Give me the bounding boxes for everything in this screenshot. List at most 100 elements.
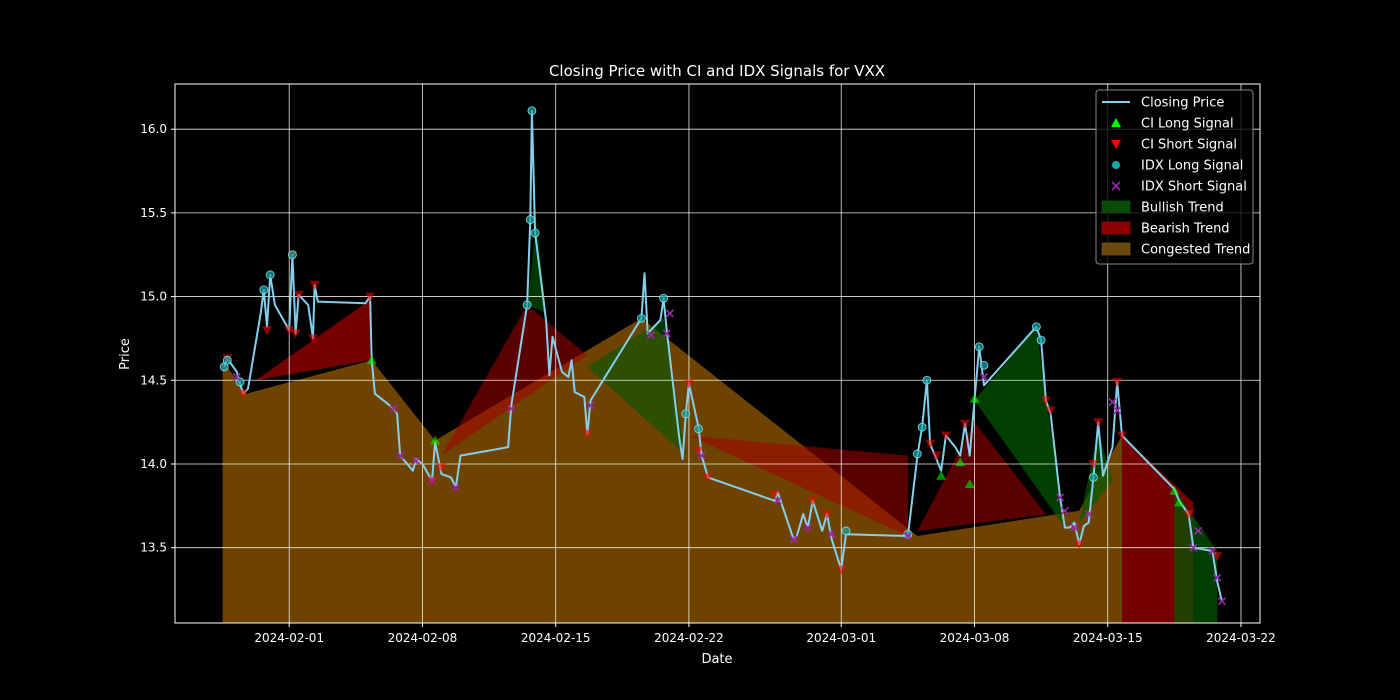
- ci-short-marker: [308, 334, 319, 344]
- idx-short-marker: [1213, 573, 1222, 582]
- ci-short-marker: [1074, 540, 1085, 550]
- ci-short-marker: [769, 490, 780, 500]
- idx-short-marker: [979, 372, 989, 382]
- ci-short-marker: [821, 510, 832, 520]
- ci-short-marker: [931, 451, 942, 461]
- ci-short-marker: [1183, 510, 1194, 520]
- legend-swatch: [1101, 242, 1131, 256]
- idx-short-marker: [396, 451, 405, 460]
- ci-short-marker: [702, 473, 713, 483]
- ci-short-marker: [582, 429, 593, 439]
- idx-long-marker: [659, 293, 668, 303]
- ci-short-marker: [262, 326, 273, 336]
- idx-long-marker: [979, 360, 989, 370]
- y-tick-label: 14.0: [140, 457, 167, 471]
- x-tick-label: 2024-02-15: [521, 631, 591, 645]
- legend-swatch: [1101, 200, 1131, 214]
- ci-short-marker: [293, 290, 304, 300]
- ci-long-marker: [964, 479, 975, 489]
- idx-short-marker: [232, 372, 241, 382]
- trend-region-bullish-trend-8: [974, 326, 1065, 528]
- idx-long-marker: [525, 215, 535, 224]
- idx-short-marker: [1056, 493, 1065, 502]
- ci-short-marker: [1088, 459, 1099, 469]
- idx-short-marker: [1208, 546, 1217, 556]
- idx-long-marker: [1031, 322, 1041, 332]
- idx-short-marker: [789, 535, 798, 544]
- ci-short-marker: [238, 389, 249, 399]
- x-tick-label: 2024-02-01: [254, 631, 324, 645]
- idx-short-marker: [1217, 597, 1226, 606]
- series-layer: [219, 106, 1226, 606]
- idx-short-marker: [1084, 510, 1093, 519]
- idx-short-marker: [803, 523, 812, 532]
- ci-long-marker: [1174, 497, 1185, 507]
- legend-label: Bearish Trend: [1141, 222, 1230, 237]
- idx-short-marker: [1189, 543, 1198, 552]
- idx-long-marker: [974, 342, 984, 352]
- idx-short-marker: [827, 530, 836, 539]
- idx-long-marker: [636, 313, 646, 323]
- legend-swatch: [1111, 118, 1121, 127]
- ci-short-marker: [1116, 431, 1127, 441]
- legend-item: Bearish Trend: [1101, 221, 1230, 237]
- idx-long-marker: [265, 270, 275, 280]
- idx-short-marker: [412, 456, 421, 465]
- idx-short-marker: [697, 451, 706, 460]
- legend-label: IDX Short Signal: [1141, 180, 1247, 195]
- legend-item: IDX Short Signal: [1111, 180, 1247, 195]
- ci-long-marker: [969, 393, 980, 403]
- idx-long-marker: [912, 449, 922, 459]
- y-tick-label: 15.5: [140, 206, 167, 220]
- legend-box: [1095, 89, 1254, 265]
- ci-short-marker: [836, 565, 847, 575]
- idx-short-marker: [427, 476, 437, 485]
- idx-long-marker: [694, 424, 703, 434]
- ci-short-marker: [365, 292, 376, 302]
- legend-label: CI Short Signal: [1141, 138, 1237, 153]
- ci-short-marker: [959, 419, 970, 429]
- idx-long-marker: [1036, 335, 1046, 345]
- idx-long-marker: [922, 375, 932, 385]
- y-tick-label: 15.0: [140, 290, 167, 304]
- idx-long-marker: [681, 409, 691, 419]
- ci-short-marker: [290, 329, 301, 339]
- legend-label: Bullish Trend: [1141, 201, 1224, 216]
- idx-long-marker: [235, 377, 245, 387]
- idx-short-marker: [1060, 506, 1069, 515]
- ci-short-marker: [284, 326, 295, 336]
- ci-short-marker: [925, 439, 936, 449]
- grid-layer: [175, 84, 1260, 623]
- x-tick-label: 2024-02-22: [654, 631, 724, 645]
- idx-short-marker: [507, 404, 516, 413]
- idx-short-marker: [1113, 406, 1122, 415]
- ci-short-marker: [436, 463, 447, 473]
- x-tick-label: 2024-03-22: [1206, 631, 1276, 645]
- ci-short-marker: [683, 379, 694, 389]
- x-tick-label: 2024-03-01: [806, 631, 876, 645]
- idx-short-marker: [646, 331, 655, 340]
- idx-short-marker: [451, 483, 460, 492]
- y-tick-label: 14.5: [140, 373, 167, 387]
- y-axis-label: Price: [118, 338, 133, 370]
- chart-title: Closing Price with CI and IDX Signals fo…: [549, 62, 885, 80]
- ci-short-marker: [1040, 396, 1051, 406]
- trend-region-congested-trend-0: [222, 318, 1123, 623]
- x-axis-label: Date: [701, 652, 732, 667]
- legend-item: CI Short Signal: [1111, 138, 1237, 153]
- idx-short-marker: [1194, 526, 1203, 536]
- ci-short-marker: [693, 446, 704, 456]
- idx-long-marker: [222, 355, 232, 365]
- idx-short-marker: [389, 404, 398, 413]
- idx-short-marker: [665, 309, 674, 318]
- trend-region-bearish-trend-3: [688, 435, 908, 536]
- ticks-layer: 2024-02-01 2024-02-08 2024-02-15 2024-02-22…: [140, 122, 1276, 645]
- legend-swatch: [1112, 161, 1120, 169]
- ci-long-marker: [955, 457, 966, 467]
- legend-swatch: [1111, 181, 1121, 191]
- idx-short-marker: [1108, 397, 1117, 407]
- trend-region-bearish-trend-1: [255, 299, 371, 381]
- x-tick-label: 2024-03-08: [940, 631, 1010, 645]
- legend-label: IDX Long Signal: [1141, 159, 1243, 174]
- ci-long-marker: [1169, 485, 1180, 495]
